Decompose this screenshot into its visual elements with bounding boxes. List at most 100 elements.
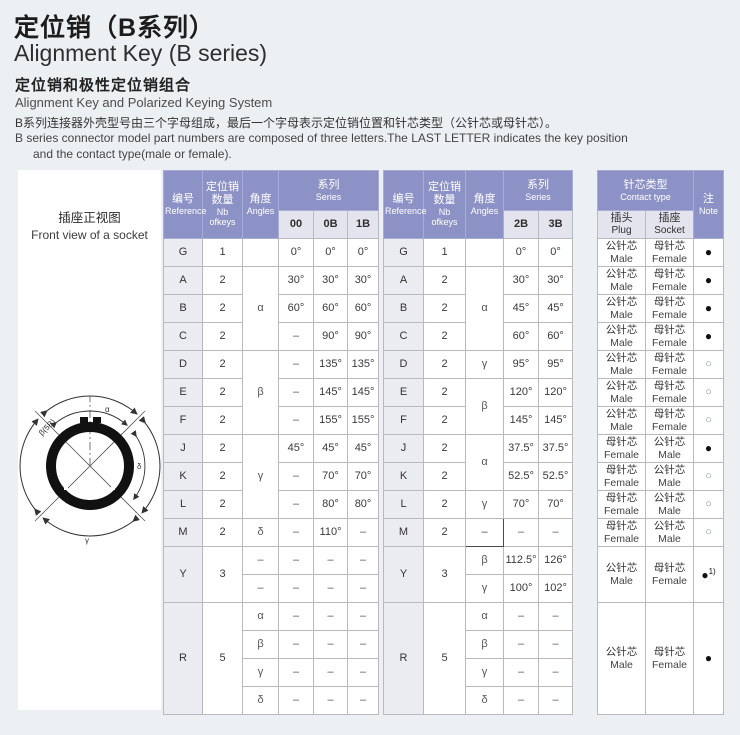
note-open-dot: ○ bbox=[693, 378, 725, 407]
table-gap bbox=[573, 491, 598, 519]
series-1b-header: 1B bbox=[346, 210, 380, 239]
table-cell: 公针芯 Male bbox=[597, 406, 647, 435]
diagram-caption-en: Front view of a socket bbox=[31, 227, 148, 242]
note-filled-dot: ● bbox=[693, 434, 725, 463]
table-cell: β bbox=[465, 546, 504, 575]
table-cell: 30° bbox=[346, 266, 380, 295]
table-cell: – bbox=[313, 574, 348, 603]
table-cell bbox=[242, 238, 279, 267]
note-filled-dot: ● bbox=[693, 322, 725, 351]
table-cell: 95° bbox=[537, 350, 574, 379]
table-cell: – bbox=[346, 546, 380, 575]
table-gap bbox=[573, 547, 598, 575]
table-cell: 37.5° bbox=[503, 434, 539, 463]
angle-label-beta: β(5B) bbox=[37, 417, 58, 438]
table-row: β – – – bbox=[164, 630, 380, 659]
table-cell: 公针芯 Male bbox=[645, 434, 695, 463]
table-cell: 90° bbox=[313, 322, 348, 351]
table-row: C 2 60° 60° 公针芯 Male 母针芯 Female ● bbox=[383, 322, 725, 351]
table-cell: γ bbox=[465, 658, 504, 687]
table-cell: 60° bbox=[346, 294, 380, 323]
reference-cell: R bbox=[383, 602, 424, 715]
table-cell: – bbox=[278, 518, 314, 547]
table-cell: 公针芯 Male bbox=[597, 322, 647, 351]
table-cell: 112.5° bbox=[503, 546, 539, 575]
table-cell: 60° bbox=[313, 294, 348, 323]
table-cell: 母针芯 Female bbox=[645, 546, 695, 603]
series-00-header: 00 bbox=[278, 210, 314, 239]
table-cell: – bbox=[278, 658, 314, 687]
table-gap bbox=[573, 171, 598, 239]
table-cell: α bbox=[242, 602, 279, 631]
table-cell: 60° bbox=[503, 322, 539, 351]
table-cell: 30° bbox=[537, 266, 574, 295]
table-cell: – bbox=[346, 518, 380, 547]
reference-cell: J bbox=[163, 434, 203, 463]
table-cell: 70° bbox=[313, 462, 348, 491]
table-cell: 70° bbox=[503, 490, 539, 519]
table-cell: 母针芯 Female bbox=[645, 266, 695, 295]
table-cell: 2 bbox=[423, 266, 466, 295]
table-cell: 公针芯 Male bbox=[597, 238, 647, 267]
table-row: β – – bbox=[384, 630, 724, 659]
table-cell: 45° bbox=[346, 434, 380, 463]
table-cell: – bbox=[465, 518, 504, 547]
table-cell: – bbox=[278, 350, 314, 379]
alignment-key-table-series-00-0b-1b: 编号 Reference 定位销 数量 Nb ofkeys 角度 Angles 系列 Seri… bbox=[163, 170, 380, 715]
table-cell: 2 bbox=[202, 350, 243, 379]
reference-cell: D bbox=[163, 350, 203, 379]
table-cell: 155° bbox=[313, 406, 348, 435]
table-cell: 2 bbox=[202, 406, 243, 435]
nb-of-keys-header: 定位销 数量 Nb ofkeys bbox=[423, 170, 466, 239]
socket-header: 插座 Socket bbox=[645, 210, 695, 239]
table-cell: 公针芯 Male bbox=[645, 490, 695, 519]
table-cell: 1 bbox=[423, 238, 466, 267]
table-cell: 0° bbox=[278, 238, 314, 267]
table-cell: – bbox=[346, 574, 380, 603]
table-row: R 5 α – – 公针芯 Male 母针芯 Female ● bbox=[383, 602, 725, 715]
table-cell: 102° bbox=[537, 574, 574, 603]
note-open-dot: ○ bbox=[693, 518, 725, 547]
table-cell: – bbox=[503, 518, 539, 547]
socket-front-view-diagram: α β(5B) δ γ bbox=[19, 395, 161, 545]
note-filled-dot: ● bbox=[693, 294, 725, 323]
table-cell: 0° bbox=[503, 238, 539, 267]
table-row: L 2–80° 80° bbox=[163, 490, 380, 519]
table-cell: 30° bbox=[313, 266, 348, 295]
table-row: Y 3– – – – bbox=[163, 546, 380, 603]
table-cell: 母针芯 Female bbox=[597, 462, 647, 491]
note-header: 注 Note bbox=[693, 170, 725, 239]
note-open-dot: ○ bbox=[693, 462, 725, 491]
key-notch bbox=[111, 486, 115, 490]
reference-header: 编号 Reference bbox=[163, 170, 207, 239]
table-cell: 公针芯 Male bbox=[597, 266, 647, 295]
table-cell: 60° bbox=[278, 294, 314, 323]
table-cell: – bbox=[537, 602, 574, 631]
alignment-key-table-series-2b-3b: 编号 Reference 定位销 数量 Nb ofkeys 角度 Angles 系列 Seri… bbox=[383, 170, 725, 715]
series-0b-header: 0B bbox=[313, 210, 348, 239]
key-tab bbox=[80, 417, 88, 423]
table-cell: 2 bbox=[202, 490, 243, 519]
reference-cell: D bbox=[383, 350, 424, 379]
table-cell: 公针芯 Male bbox=[597, 546, 647, 603]
reference-cell: L bbox=[383, 490, 424, 519]
reference-cell: G bbox=[383, 238, 424, 267]
table-cell: 110° bbox=[313, 518, 348, 547]
table-cell: 2 bbox=[202, 434, 243, 463]
table-cell: 60° bbox=[537, 322, 574, 351]
table-row: γ 100° 102° bbox=[384, 574, 724, 603]
table-cell: 2 bbox=[423, 490, 466, 519]
table-gap bbox=[573, 407, 598, 435]
table-row: B 2 45° 45° 公针芯 Male 母针芯 Female ● bbox=[383, 294, 725, 323]
table-cell: 2 bbox=[202, 378, 243, 407]
table-cell: 母针芯 Female bbox=[645, 238, 695, 267]
table-row: G 1 0° 0° 0° bbox=[163, 238, 380, 267]
table-cell: 120° bbox=[537, 378, 574, 407]
table-cell: β bbox=[465, 630, 504, 659]
table-gap bbox=[573, 435, 598, 463]
table-cell: 2 bbox=[423, 462, 466, 491]
reference-cell: Y bbox=[383, 546, 424, 603]
table-cell: – bbox=[278, 462, 314, 491]
table-row: L 2 γ 70° 70° 母针芯 Female 公针芯 Male ○ bbox=[383, 490, 725, 519]
table-gap bbox=[573, 267, 598, 295]
